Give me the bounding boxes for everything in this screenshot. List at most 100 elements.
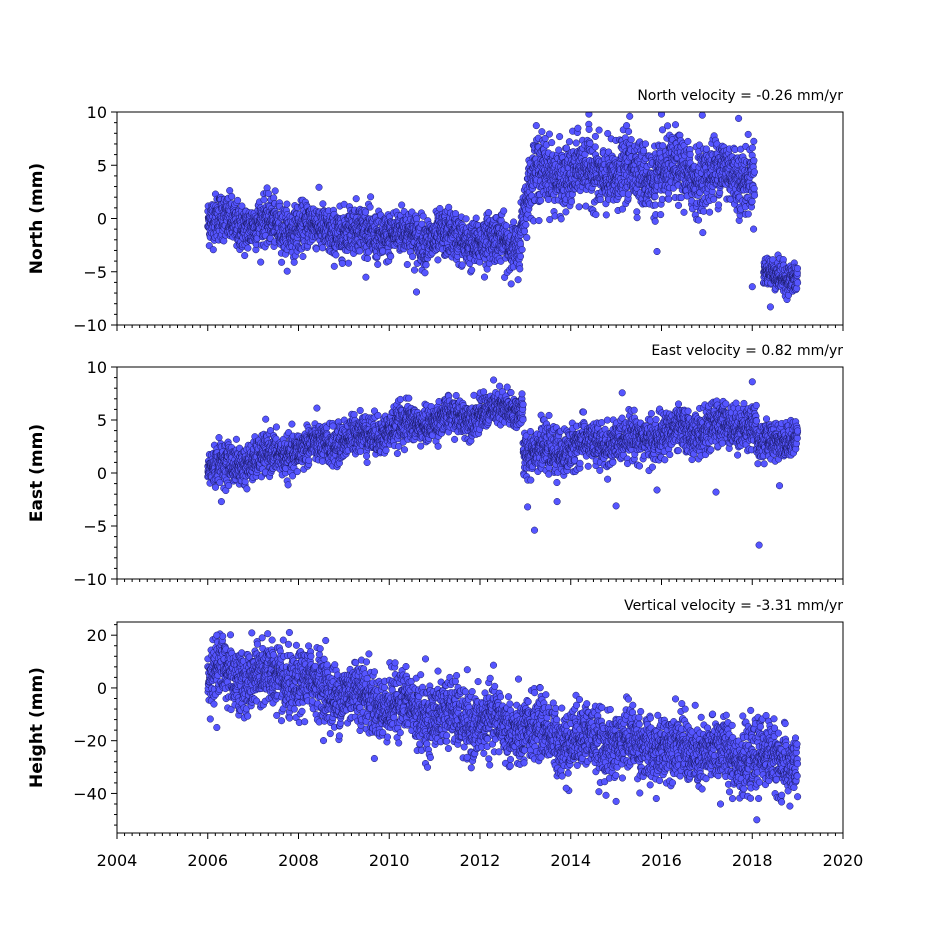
data-point bbox=[749, 145, 756, 152]
data-point bbox=[345, 260, 352, 267]
data-point bbox=[563, 209, 570, 216]
data-point bbox=[695, 217, 702, 224]
data-point bbox=[422, 270, 429, 277]
data-point bbox=[664, 123, 671, 130]
data-point bbox=[678, 194, 685, 201]
velocity-annotation: North velocity = -0.26 mm/yr bbox=[637, 88, 843, 104]
data-point bbox=[262, 416, 269, 423]
data-point bbox=[642, 141, 649, 148]
data-point bbox=[749, 198, 756, 205]
data-point bbox=[524, 234, 531, 241]
data-point bbox=[745, 131, 752, 138]
data-point bbox=[387, 253, 394, 260]
data-point bbox=[575, 125, 582, 132]
data-point bbox=[625, 128, 632, 135]
data-point bbox=[398, 202, 405, 209]
data-point bbox=[586, 126, 593, 133]
data-point bbox=[285, 482, 292, 489]
data-point bbox=[623, 122, 630, 129]
data-point bbox=[265, 190, 272, 197]
data-point bbox=[625, 191, 632, 198]
data-point bbox=[566, 138, 573, 145]
y-tick-label: 0 bbox=[97, 210, 107, 229]
data-point bbox=[339, 260, 346, 267]
data-point bbox=[597, 196, 604, 203]
data-point bbox=[523, 222, 530, 229]
data-point bbox=[699, 112, 706, 119]
data-point bbox=[367, 204, 374, 211]
data-point bbox=[500, 208, 507, 215]
data-point bbox=[640, 148, 647, 155]
data-point bbox=[767, 304, 774, 311]
data-point bbox=[216, 434, 223, 441]
data-point bbox=[413, 289, 420, 296]
data-point bbox=[652, 218, 659, 225]
data-point bbox=[333, 252, 340, 259]
data-point bbox=[517, 266, 524, 273]
data-point bbox=[241, 252, 248, 259]
data-point bbox=[706, 209, 713, 216]
data-point bbox=[573, 140, 580, 147]
y-tick-label: 5 bbox=[97, 156, 107, 175]
data-point bbox=[533, 122, 540, 129]
data-point bbox=[675, 202, 682, 209]
data-point bbox=[314, 405, 321, 412]
data-point bbox=[628, 136, 635, 143]
y-tick-label: 10 bbox=[87, 103, 107, 122]
data-point bbox=[463, 216, 470, 223]
data-point bbox=[715, 202, 722, 209]
data-point bbox=[749, 283, 756, 290]
data-point bbox=[794, 265, 801, 272]
data-point bbox=[353, 195, 360, 202]
data-point bbox=[244, 486, 251, 493]
data-point bbox=[351, 411, 358, 418]
data-point bbox=[568, 198, 575, 205]
data-point bbox=[357, 407, 364, 414]
data-point bbox=[596, 127, 603, 134]
data-point bbox=[452, 210, 459, 217]
data-point bbox=[652, 193, 659, 200]
data-point bbox=[257, 259, 264, 266]
data-point bbox=[546, 131, 553, 138]
data-point bbox=[745, 211, 752, 218]
data-point bbox=[245, 245, 252, 252]
y-tick-label: −10 bbox=[73, 316, 107, 335]
data-point bbox=[626, 113, 633, 120]
data-point bbox=[210, 246, 217, 253]
data-point bbox=[459, 262, 466, 269]
data-point bbox=[481, 274, 488, 281]
data-point bbox=[435, 257, 442, 264]
data-point bbox=[289, 421, 296, 428]
data-point bbox=[521, 228, 528, 235]
data-point bbox=[473, 215, 480, 222]
data-point bbox=[735, 115, 742, 122]
data-point bbox=[284, 201, 291, 208]
data-point bbox=[751, 185, 758, 192]
data-point bbox=[503, 223, 510, 230]
data-point bbox=[592, 144, 599, 151]
data-point bbox=[593, 211, 600, 218]
data-point bbox=[515, 276, 522, 283]
data-point bbox=[404, 261, 411, 268]
data-point bbox=[672, 121, 679, 128]
data-point bbox=[634, 209, 641, 216]
data-point bbox=[703, 146, 710, 153]
data-point bbox=[485, 209, 492, 216]
data-point bbox=[665, 196, 672, 203]
data-point bbox=[272, 188, 279, 195]
data-point bbox=[517, 253, 524, 260]
data-point bbox=[278, 259, 285, 266]
data-point bbox=[234, 197, 241, 204]
data-point bbox=[284, 268, 291, 275]
data-point bbox=[319, 245, 326, 252]
data-point bbox=[363, 274, 370, 281]
data-point bbox=[320, 201, 327, 208]
data-point bbox=[367, 194, 374, 201]
data-point bbox=[687, 151, 694, 158]
data-point bbox=[545, 196, 552, 203]
data-point bbox=[592, 133, 599, 140]
data-point bbox=[536, 217, 543, 224]
